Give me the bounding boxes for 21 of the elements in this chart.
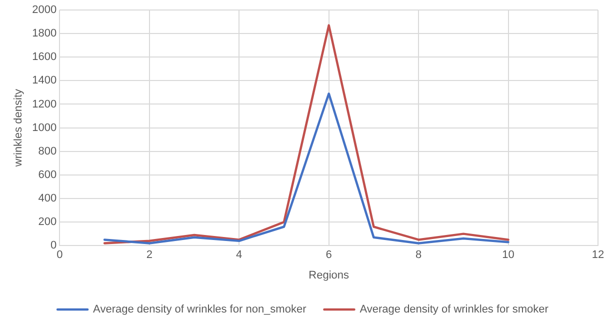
x-tick-label: 12	[592, 249, 604, 262]
y-tick-label: 200	[38, 216, 57, 228]
y-tick-label: 1600	[32, 51, 57, 64]
x-tick-label: 2	[146, 249, 152, 262]
y-tick-label: 600	[38, 168, 57, 181]
y-tick-label: 1800	[32, 28, 57, 40]
y-tick-label: 2000	[32, 4, 57, 16]
x-tick-label: 10	[502, 249, 514, 262]
legend-label: Average density of wrinkles for smoker	[360, 304, 549, 316]
y-tick-label: 400	[38, 192, 57, 205]
x-tick-label: 4	[236, 249, 242, 262]
x-tick-label: 8	[415, 249, 422, 262]
y-axis-title: wrinkles density	[12, 88, 25, 168]
y-tick-label: 1400	[32, 74, 57, 87]
y-tick-label: 0	[50, 240, 57, 252]
y-tick-label: 800	[38, 145, 57, 158]
y-tick-label: 1200	[32, 98, 57, 110]
legend-label: Average density of wrinkles for non_smoker	[93, 304, 307, 316]
x-axis-title: Regions	[308, 269, 350, 282]
x-tick-label: 6	[326, 249, 332, 262]
y-tick-label: 1000	[32, 122, 57, 134]
